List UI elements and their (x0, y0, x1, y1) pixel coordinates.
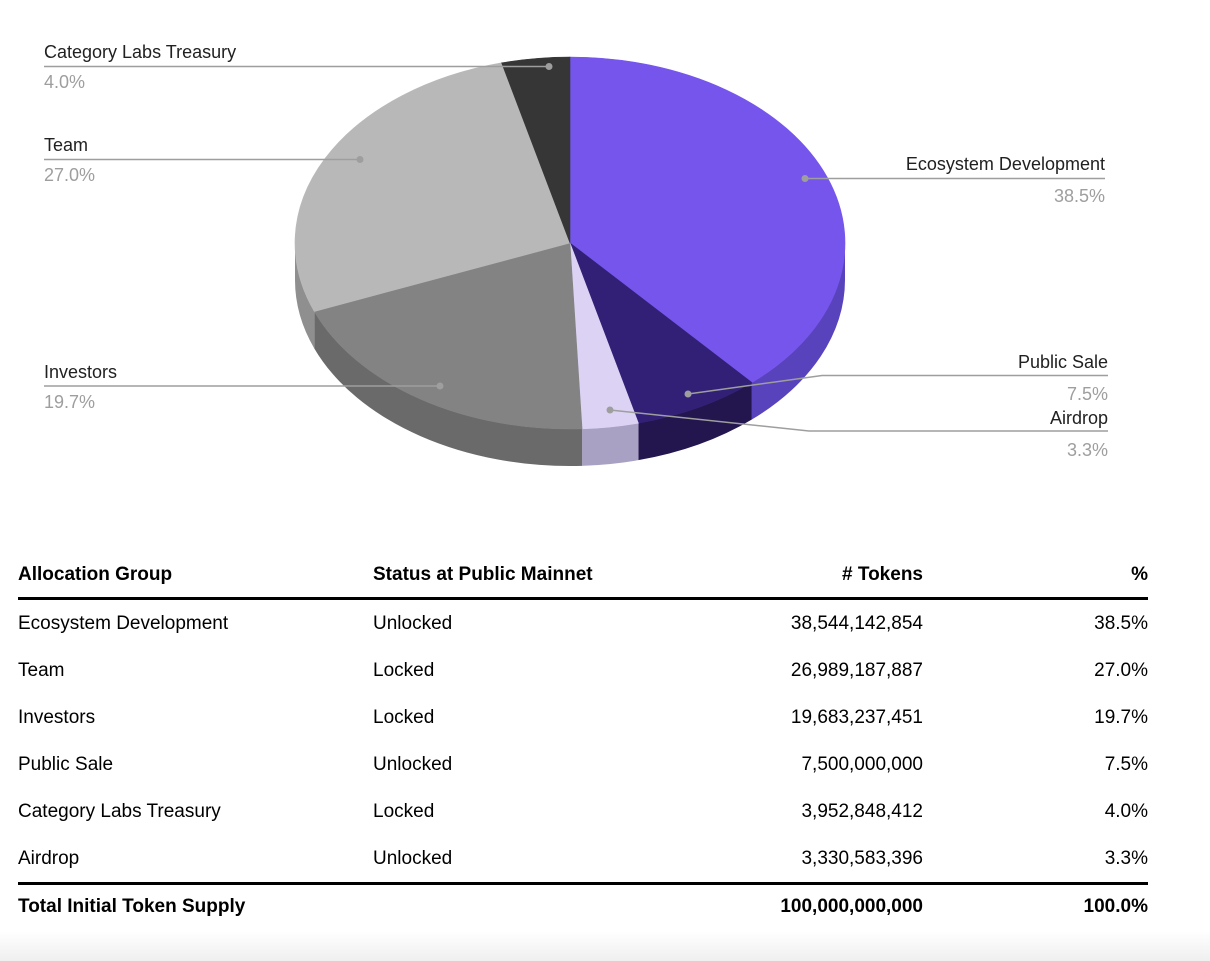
cell-status: Locked (373, 660, 435, 681)
cell-allocation-group: Category Labs Treasury (18, 801, 221, 822)
token-allocation-chart-area: Ecosystem Development 38.5% Public Sale 7.5… (44, 42, 1108, 466)
cell-status: Locked (373, 707, 435, 728)
cell-tokens: 38,544,142,854 (790, 613, 923, 634)
cell-tokens: 3,952,848,412 (801, 801, 923, 822)
pie-slice-side-team (295, 243, 315, 349)
pie-percent-team: 27.0% (44, 165, 95, 185)
table-row: Public Sale Unlocked 7,500,000,000 7.5% (18, 741, 1148, 788)
cell-status: Unlocked (373, 613, 453, 634)
total-row: Total Initial Token Supply 100,000,000,0… (18, 882, 1148, 930)
pie-slice-ecosystem-development (569, 56, 846, 383)
cell-allocation-group: Ecosystem Development (18, 613, 229, 634)
table-row: Ecosystem Development Unlocked 38,544,142,… (18, 599, 1148, 648)
pie-label-public-sale: Public Sale (1018, 352, 1108, 372)
pie-slice-category-labs-treasury (501, 56, 571, 244)
total-percent: 100.0% (923, 882, 1148, 930)
total-status (373, 882, 623, 930)
cell-tokens: 7,500,000,000 (801, 754, 923, 775)
leader-line-public-sale (687, 374, 1108, 395)
cell-allocation-group: Airdrop (18, 848, 80, 869)
pie-slice-public-sale (569, 242, 753, 424)
table-row: Airdrop Unlocked 3,330,583,396 3.3% (18, 835, 1148, 884)
cell-percent: 3.3% (1104, 848, 1148, 869)
table-row: Category Labs Treasury Locked 3,952,848,41… (18, 788, 1148, 835)
pie-slice-side-investors (314, 311, 583, 466)
pie-label-ecosystem-development: Ecosystem Development (906, 154, 1105, 174)
pie-slice-side-ecosystem-development (751, 243, 845, 420)
leader-dot-public-sale (684, 390, 692, 398)
cell-status: Unlocked (373, 754, 453, 775)
cell-percent: 7.5% (1104, 754, 1148, 775)
col-header-percent: % (923, 540, 1148, 600)
pie-slice-side-public-sale (638, 382, 752, 461)
pie-label-airdrop: Airdrop (1050, 408, 1108, 428)
total-label: Total Initial Token Supply (18, 882, 373, 930)
col-header-status: Status at Public Mainnet (373, 540, 623, 600)
pie-percent-public-sale: 7.5% (1067, 384, 1108, 404)
cell-status: Unlocked (373, 848, 453, 869)
leader-dot-airdrop (606, 406, 614, 414)
cell-tokens: 19,683,237,451 (790, 707, 923, 728)
col-header-tokens: # Tokens (623, 540, 923, 600)
leader-line-airdrop (609, 409, 1108, 432)
leader-dot-team (356, 156, 364, 163)
cell-allocation-group: Public Sale (18, 754, 114, 775)
allocation-table: Allocation Group Status at Public Mainne… (18, 540, 1148, 930)
cell-percent: 38.5% (1094, 613, 1148, 634)
pie-percent-investors: 19.7% (44, 392, 95, 412)
table-row: Team Locked 26,989,187,887 27.0% (18, 647, 1148, 694)
leader-dot-category-labs-treasury (545, 63, 553, 70)
leader-dot-ecosystem-development (801, 175, 809, 182)
table-row: Investors Locked 19,683,237,451 19.7% (18, 694, 1148, 741)
pie-percent-category-labs-treasury: 4.0% (44, 72, 85, 92)
pie-label-team: Team (44, 135, 88, 155)
cell-percent: 27.0% (1094, 660, 1148, 681)
table-header-row: Allocation Group Status at Public Mainne… (18, 540, 1148, 600)
pie-percent-ecosystem-development: 38.5% (1054, 186, 1105, 206)
page-bottom-fade (0, 931, 1210, 961)
cell-status: Locked (373, 801, 435, 822)
allocation-table-section: Allocation Group Status at Public Mainne… (0, 540, 1210, 930)
pie-percent-airdrop: 3.3% (1067, 440, 1108, 460)
total-tokens: 100,000,000,000 (623, 882, 923, 930)
cell-tokens: 26,989,187,887 (790, 660, 923, 681)
cell-allocation-group: Investors (18, 707, 96, 728)
pie-label-category-labs-treasury: Category Labs Treasury (44, 42, 236, 62)
cell-percent: 19.7% (1094, 707, 1148, 728)
pie-slice-side-airdrop (582, 423, 639, 466)
pie-label-investors: Investors (44, 362, 117, 382)
cell-allocation-group: Team (18, 660, 65, 681)
leader-dot-investors (436, 382, 444, 390)
col-header-allocation-group: Allocation Group (18, 540, 373, 600)
pie-slice-investors (313, 242, 583, 430)
pie-slice-team (294, 62, 571, 312)
cell-percent: 4.0% (1104, 801, 1148, 822)
token-allocation-pie-chart: Ecosystem Development 38.5% Public Sale 7.5… (44, 42, 1108, 466)
cell-tokens: 3,330,583,396 (801, 848, 923, 869)
